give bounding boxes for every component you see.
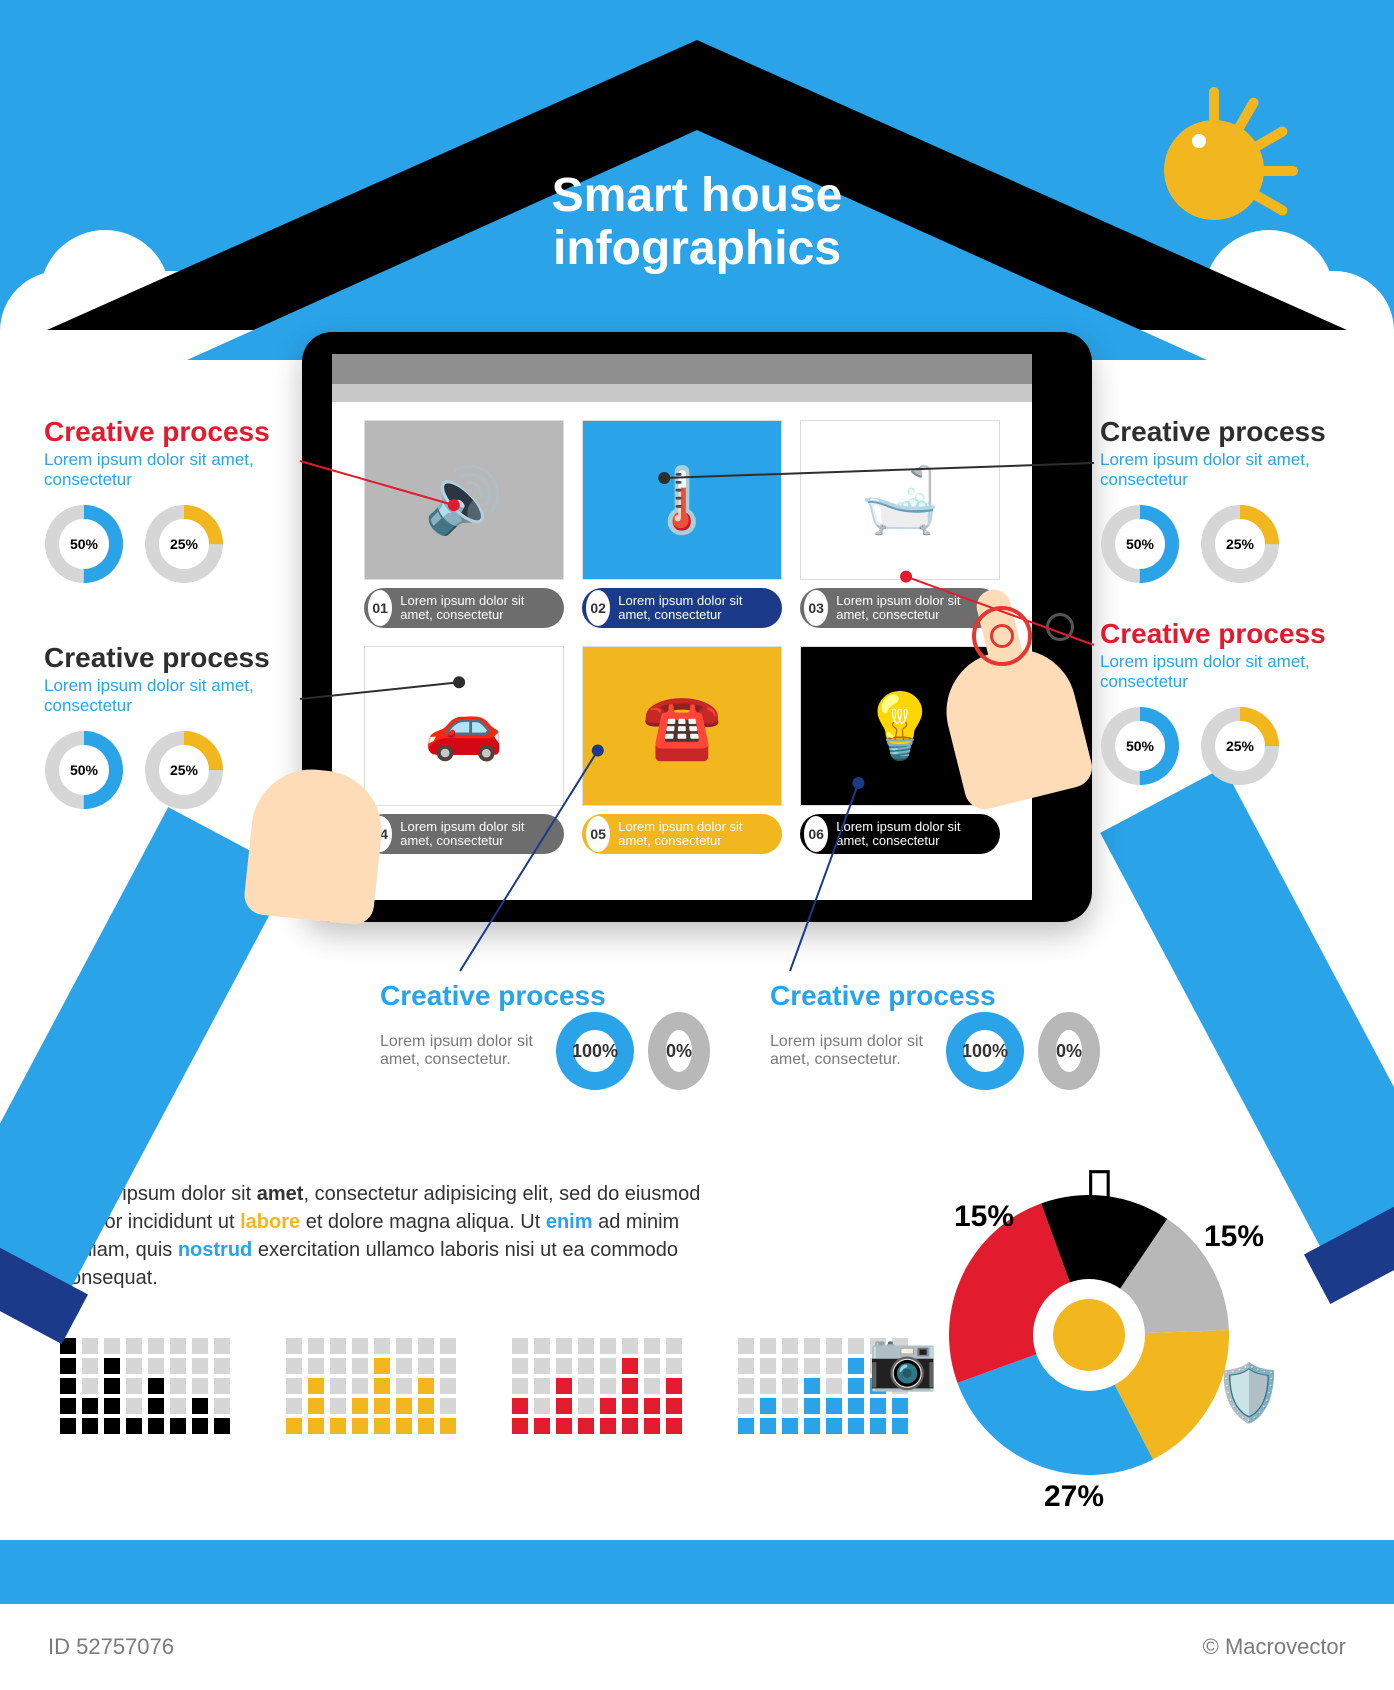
footer-bar <box>0 1540 1394 1604</box>
donut-50: 50% <box>44 730 124 810</box>
callout-bottom-1: Creative process Lorem ipsum dolor sit a… <box>770 980 1100 1090</box>
donut-50: 50% <box>1100 706 1180 786</box>
ring-100%: 100% <box>556 1012 634 1090</box>
callout-tl: Creative process Lorem ipsum dolor sit a… <box>44 418 294 584</box>
app-tile-03[interactable]: 🛁 03Lorem ipsum dolor sit amet, consecte… <box>800 420 1000 628</box>
app-tile-01[interactable]: 🔊 01Lorem ipsum dolor sit amet, consecte… <box>364 420 564 628</box>
callout-bl: Creative process Lorem ipsum dolor sit a… <box>44 644 294 810</box>
callout-tr: Creative process Lorem ipsum dolor sit a… <box>1100 418 1350 584</box>
camera-icon: 📷 <box>868 1328 938 1394</box>
shield-icon: 🛡️ <box>1214 1360 1284 1426</box>
app-tile-02[interactable]: 🌡️ 02Lorem ipsum dolor sit amet, consect… <box>582 420 782 628</box>
page-title: Smart house infographics <box>0 170 1394 276</box>
tablet-screen: 🔊 01Lorem ipsum dolor sit amet, consecte… <box>332 354 1032 900</box>
bar-charts <box>60 1338 908 1434</box>
callout-br: Creative process Lorem ipsum dolor sit a… <box>1100 620 1350 786</box>
app-tile-05[interactable]: ☎️ 05Lorem ipsum dolor sit amet, consect… <box>582 646 782 854</box>
donut-50: 50% <box>1100 504 1180 584</box>
image-id: ID 52757076 <box>48 1634 174 1660</box>
donut-25: 25% <box>1200 706 1280 786</box>
body-paragraph: Lorem ipsum dolor sit amet, consectetur … <box>60 1180 740 1292</box>
sensor-icon: ▯ <box>1084 1154 1115 1220</box>
callout-bottom-0: Creative process Lorem ipsum dolor sit a… <box>380 980 710 1090</box>
donut-25: 25% <box>1200 504 1280 584</box>
donut-25: 25% <box>144 730 224 810</box>
ring-100%: 100% <box>946 1012 1024 1090</box>
pie-chart: 15%15%27%▯🛡️📷 <box>874 1160 1304 1520</box>
credits: ID 52757076 © Macrovector <box>0 1634 1394 1660</box>
donut-50: 50% <box>44 504 124 584</box>
touch-indicator <box>972 606 1032 666</box>
bar-set <box>512 1338 682 1434</box>
ring-0%: 0% <box>648 1012 710 1090</box>
app-tile-04[interactable]: 🚗 04Lorem ipsum dolor sit amet, consecte… <box>364 646 564 854</box>
author: © Macrovector <box>1203 1634 1346 1660</box>
donut-25: 25% <box>144 504 224 584</box>
bar-set <box>60 1338 230 1434</box>
bar-set <box>286 1338 456 1434</box>
ring-0%: 0% <box>1038 1012 1100 1090</box>
